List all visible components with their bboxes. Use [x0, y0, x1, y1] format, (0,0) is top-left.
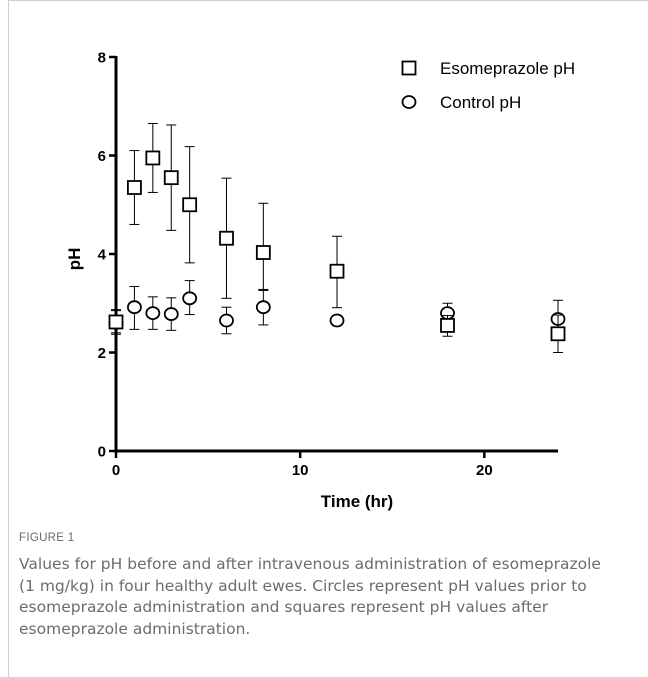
legend-label: Esomeprazole pH	[440, 59, 575, 78]
figure-label: FIGURE 1	[19, 532, 75, 544]
circle-data-point	[182, 280, 198, 316]
circle-marker	[219, 313, 234, 328]
circle-data-point	[219, 306, 234, 335]
x-axis-label: Time (hr)	[321, 492, 393, 511]
square-marker	[145, 150, 161, 166]
square-marker	[440, 318, 455, 333]
square-data-point	[550, 314, 566, 353]
y-tick-label: 4	[98, 247, 107, 264]
circle-marker	[145, 306, 161, 321]
square-data-point	[127, 150, 142, 225]
circle-marker	[163, 307, 179, 321]
square-marker	[329, 263, 345, 279]
chart-legend: Esomeprazole pH Control pH	[401, 59, 575, 112]
y-tick-label: 8	[98, 50, 106, 67]
square-marker	[108, 314, 124, 330]
circle-data-point	[329, 313, 345, 328]
square-data-point	[108, 309, 124, 335]
circle-marker	[255, 300, 271, 315]
x-tick-label: 0	[112, 462, 120, 479]
square-data-point	[255, 202, 271, 291]
circle-data-point	[163, 297, 179, 331]
legend-label: Control pH	[440, 93, 521, 112]
figure-caption: Values for pH before and after intraveno…	[19, 555, 601, 638]
circle-marker	[329, 313, 345, 328]
square-marker	[182, 197, 198, 213]
chart-axes: 0 2 4 6 8 0 10 20 Time (hr) pH	[65, 50, 558, 511]
circle-data-point	[127, 286, 142, 330]
legend-square-marker	[401, 60, 417, 76]
x-tick-label: 20	[476, 462, 493, 479]
y-tick-label: 0	[98, 444, 106, 461]
square-marker	[219, 230, 234, 246]
square-marker	[127, 180, 142, 195]
circle-data-point	[255, 288, 271, 326]
square-data-point	[182, 146, 198, 264]
square-data-point	[163, 124, 179, 231]
x-tick-label: 10	[292, 462, 309, 479]
y-axis-label: pH	[65, 248, 84, 271]
ph-scatter-chart: 0 2 4 6 8 0 10 20 Time (hr) pH Esomeprazole pH Con…	[65, 50, 575, 512]
circle-data-point	[145, 296, 161, 330]
circle-marker	[127, 300, 142, 315]
y-tick-label: 2	[98, 345, 106, 362]
square-data-point	[440, 315, 455, 337]
square-data-point	[145, 122, 161, 193]
square-marker	[163, 170, 179, 186]
chart-marks	[108, 122, 566, 353]
circle-marker	[182, 291, 198, 306]
square-data-point	[219, 177, 234, 299]
square-marker	[255, 245, 271, 260]
legend-circle-marker	[401, 95, 417, 109]
square-data-point	[329, 235, 345, 309]
figure-frame	[8, 0, 648, 677]
y-tick-label: 6	[98, 148, 106, 165]
square-marker	[550, 326, 566, 342]
